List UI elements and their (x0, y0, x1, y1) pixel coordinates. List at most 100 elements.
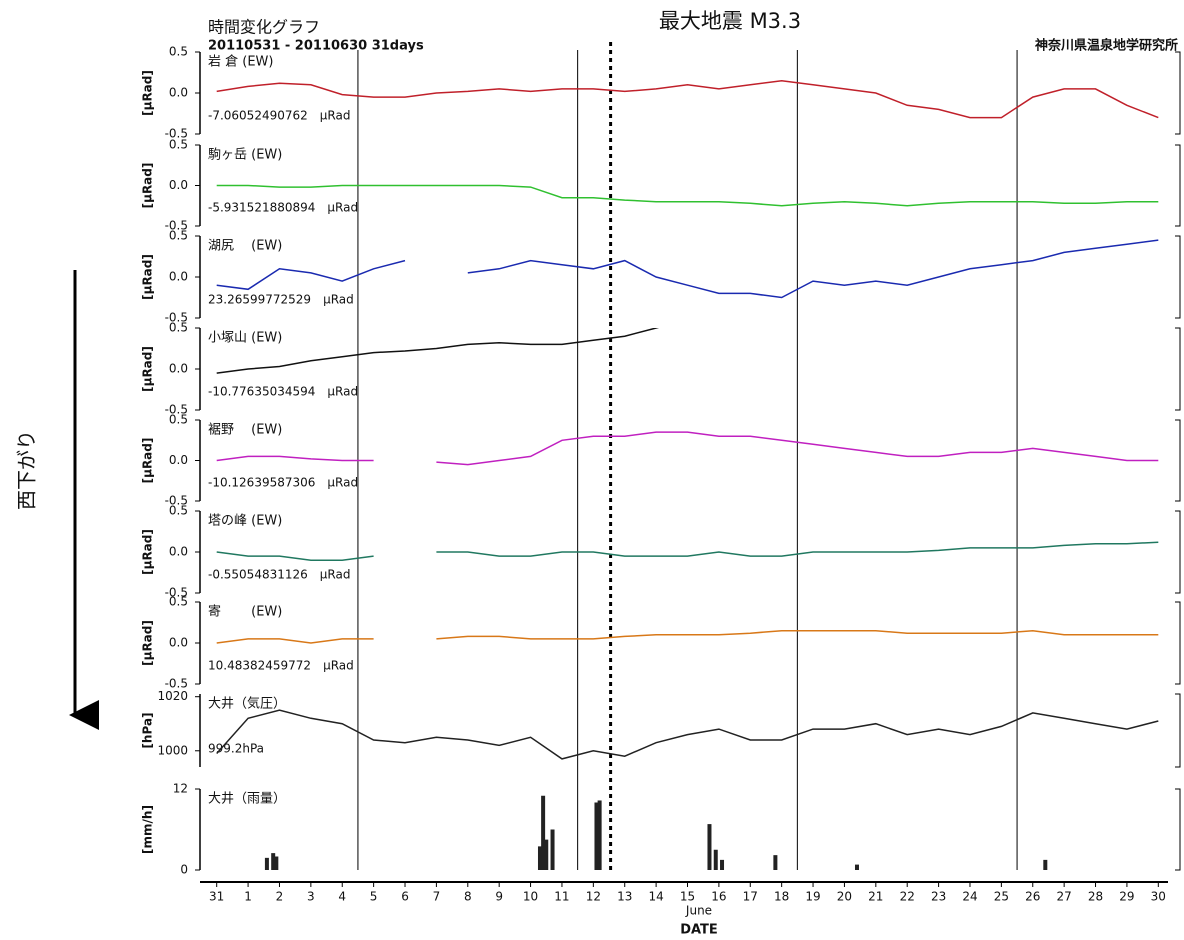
x-label: DATE (680, 923, 718, 938)
right-bracket (1175, 419, 1181, 502)
x-tick-label: 7 (433, 890, 441, 904)
x-tick-label: 20 (837, 890, 852, 904)
right-bracket (1175, 788, 1181, 871)
x-tick-label: 9 (495, 890, 503, 904)
offset-label: 23.26599772529 µRad (208, 293, 354, 307)
panel-title: 大井（気圧） (208, 696, 286, 712)
y-label: [µRad] (141, 620, 155, 666)
y-tick-label: -0.5 (165, 677, 188, 691)
panel-title: 塔の峰 (EW) (208, 514, 282, 529)
x-tick-label: 12 (586, 890, 601, 904)
title: 時間変化グラフ (208, 18, 320, 37)
y-label: [µRad] (141, 529, 155, 575)
series-line (216, 431, 1159, 466)
period: 20110531 - 20110630 31days (208, 39, 424, 54)
y-label: [µRad] (141, 254, 155, 300)
x-tick-label: 13 (617, 890, 632, 904)
panel-title: 大井（雨量） (208, 792, 286, 807)
y-tick-label: 12 (173, 782, 188, 796)
bar (854, 864, 859, 870)
x-tick-label: 21 (868, 890, 883, 904)
right-bracket (1175, 327, 1181, 411)
series-line (216, 709, 1159, 760)
y-tick-label: -0.5 (165, 127, 188, 141)
bar (707, 824, 712, 870)
y-tick-label: -0.5 (165, 586, 188, 600)
x-tick-label: 6 (401, 890, 409, 904)
bar (594, 802, 599, 870)
x-tick-label: 24 (962, 890, 977, 904)
y-label: [mm/h] (141, 805, 155, 854)
x-tick-label: 31 (209, 890, 224, 904)
x-tick-label: 15 (680, 890, 695, 904)
y-tick-label: 1020 (157, 689, 188, 703)
bar (1043, 859, 1048, 870)
y-tick-label: -0.5 (165, 403, 188, 417)
x-tick-label: 29 (1119, 890, 1134, 904)
x-tick-label: 14 (648, 890, 663, 904)
y-tick-label: 1000 (157, 743, 188, 757)
x-tick-label: 4 (338, 890, 346, 904)
panel-title: 小塚山 (EW) (208, 331, 282, 346)
y-tick-label: -0.5 (165, 219, 188, 233)
panel-title: 寄 (EW) (208, 604, 282, 620)
y-label: [µRad] (141, 438, 155, 484)
bar (720, 859, 725, 870)
series-line (216, 184, 1159, 207)
series-line (216, 328, 660, 374)
right-bracket (1175, 51, 1181, 135)
offset-label: 10.48382459772 µRad (208, 659, 354, 673)
x-tick-label: 22 (900, 890, 915, 904)
y-label: [µRad] (141, 70, 155, 116)
x-tick-label: 30 (1151, 890, 1166, 904)
x-tick-label: 3 (307, 890, 315, 904)
quake-label: 最大地震 M3.3 (659, 9, 801, 33)
bar (271, 853, 276, 870)
y-tick-label: 0.0 (169, 362, 188, 376)
x-tick-label: 25 (994, 890, 1009, 904)
bar (274, 856, 279, 870)
y-tick-label: 0.0 (169, 636, 188, 650)
y-tick-label: -0.5 (165, 311, 188, 325)
offset-label: -7.06052490762 µRad (208, 109, 350, 123)
right-bracket (1175, 693, 1181, 768)
y-tick-label: 0.5 (169, 45, 188, 59)
right-bracket (1175, 144, 1181, 227)
series-line (216, 541, 1159, 561)
x-tick-label: 5 (370, 890, 378, 904)
bar (550, 829, 555, 870)
x-tick-label: 23 (931, 890, 946, 904)
y-tick-label: 0.0 (169, 178, 188, 192)
series-line (216, 239, 1159, 299)
x-tick-label: 10 (523, 890, 538, 904)
y-tick-label: -0.5 (165, 494, 188, 508)
y-label: [hPa] (141, 712, 155, 748)
series-line (216, 79, 1159, 119)
bar (544, 839, 549, 870)
offset-label: -5.931521880894 µRad (208, 201, 358, 215)
y-tick-label: 0.0 (169, 86, 188, 100)
x-tick-label: 2 (276, 890, 284, 904)
bar (264, 857, 269, 870)
x-tick-label: 16 (711, 890, 726, 904)
series-line (216, 629, 1159, 644)
panel-title: 岩 倉 (EW) (208, 55, 273, 70)
institute: 神奈川県温泉地学研究所 (1035, 38, 1178, 54)
y-tick-label: 0.5 (169, 413, 188, 427)
x-tick-label: 1 (244, 890, 252, 904)
y-label: [µRad] (141, 163, 155, 209)
right-bracket (1175, 601, 1181, 685)
bar (713, 849, 718, 870)
x-sublabel: June (685, 904, 712, 918)
right-bracket (1175, 510, 1181, 594)
y-tick-label: 0.5 (169, 504, 188, 518)
panel-title: 湖尻 (EW) (208, 239, 282, 254)
y-tick-label: 0.5 (169, 138, 188, 152)
right-bracket (1175, 235, 1181, 319)
side-label: 西下がり (15, 430, 39, 510)
y-tick-label: 0.0 (169, 453, 188, 467)
y-tick-label: 0.5 (169, 321, 188, 335)
bar (597, 800, 602, 870)
x-tick-label: 18 (774, 890, 789, 904)
